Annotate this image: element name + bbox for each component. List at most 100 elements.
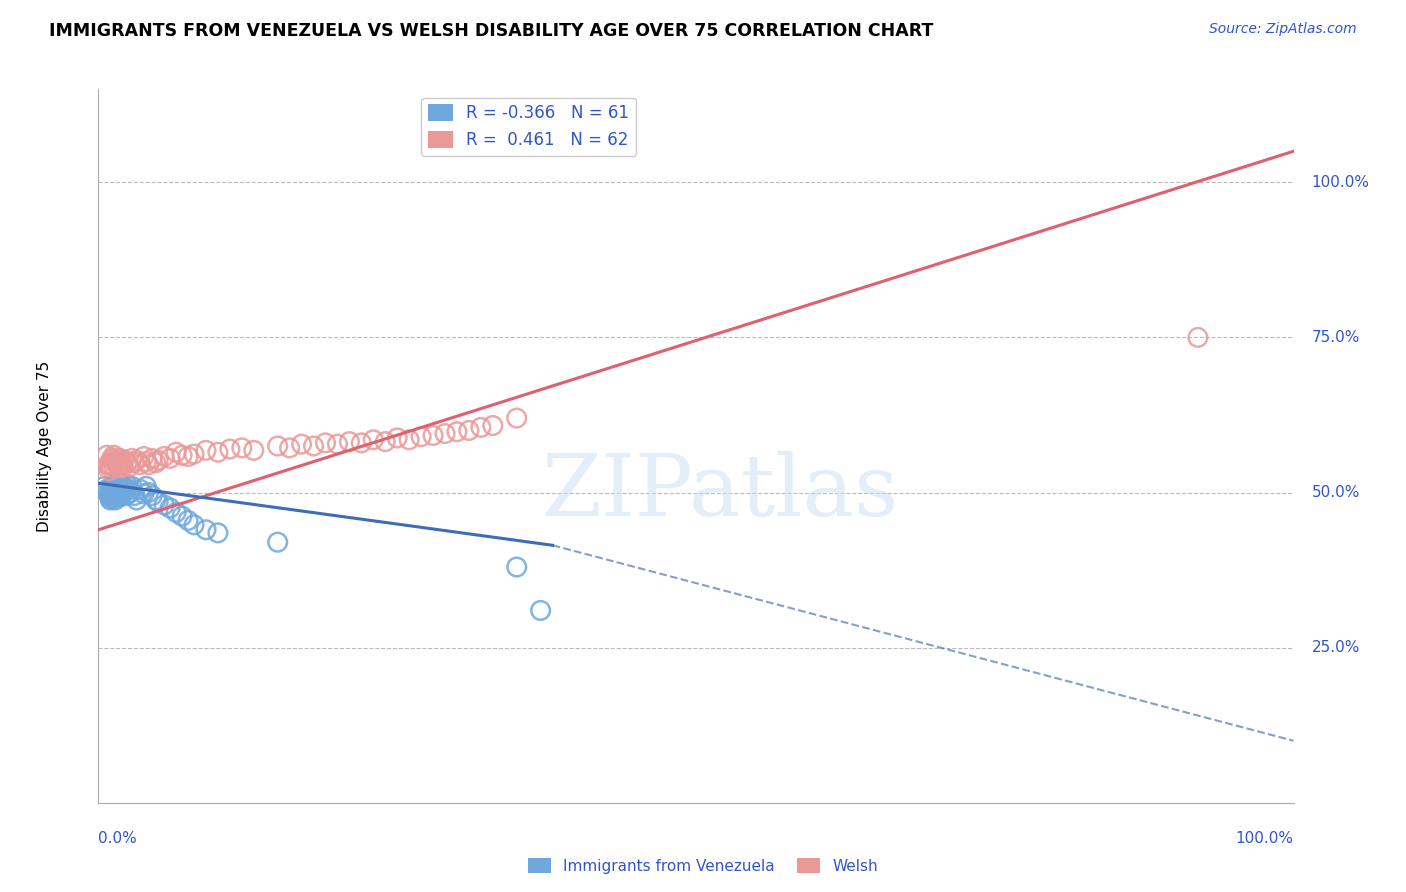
Point [111,460,134,475]
Point [138,458,160,472]
Point [141,451,163,466]
Point [107,460,129,475]
Point [100,451,122,466]
Point [529,603,551,617]
Point [115,489,138,503]
Point [124,456,146,470]
Point [111,483,134,497]
Text: Disability Age Over 75: Disability Age Over 75 [37,360,52,532]
Point [118,483,141,497]
Point [93,479,115,493]
Point [107,458,129,472]
Point [363,433,385,447]
Point [422,428,444,442]
Point [103,448,125,462]
Point [172,509,194,524]
Point [98,489,121,503]
Point [129,483,152,497]
Point [101,458,124,472]
Text: Source: ZipAtlas.com: Source: ZipAtlas.com [1209,22,1357,37]
Point [159,451,181,466]
Point [132,450,155,464]
Point [107,487,129,501]
Point [100,481,122,495]
Point [121,451,143,466]
Point [165,445,187,459]
Point [114,481,136,495]
Point [124,489,146,503]
Text: 100.0%: 100.0% [1236,831,1294,847]
Text: 75.0%: 75.0% [1312,330,1360,345]
Point [138,485,160,500]
Point [98,485,122,500]
Point [458,424,481,438]
Point [101,481,124,495]
Point [207,445,229,459]
Point [506,411,529,425]
Point [112,485,135,500]
Point [107,479,129,493]
Point [125,453,148,467]
Point [194,523,217,537]
Point [105,454,128,468]
Point [183,517,205,532]
Point [159,501,181,516]
Point [267,439,290,453]
Point [104,451,127,466]
Point [98,464,121,478]
Point [114,453,136,467]
Point [101,487,124,501]
Point [100,479,122,493]
Point [115,456,138,470]
Point [411,430,433,444]
Point [350,436,373,450]
Point [120,485,142,500]
Point [98,491,122,506]
Point [132,487,155,501]
Legend: Immigrants from Venezuela, Welsh: Immigrants from Venezuela, Welsh [522,852,884,880]
Point [194,443,217,458]
Point [278,441,301,455]
Point [374,434,396,449]
Point [243,443,266,458]
Point [145,493,167,508]
Point [121,479,143,493]
Legend: R = -0.366   N = 61, R =  0.461   N = 62: R = -0.366 N = 61, R = 0.461 N = 62 [422,97,636,155]
Point [111,458,134,472]
Point [101,454,124,468]
Point [145,456,167,470]
Point [326,437,349,451]
Point [105,489,128,503]
Point [153,450,176,464]
Point [315,436,337,450]
Point [207,525,229,540]
Point [107,483,129,497]
Point [481,418,505,433]
Point [177,513,200,527]
Point [446,425,468,439]
Point [125,493,148,508]
Point [110,476,132,491]
Point [148,453,170,467]
Point [96,483,118,497]
Point [105,483,128,497]
Point [148,495,170,509]
Point [302,439,325,453]
Point [117,487,139,501]
Point [98,460,122,475]
Point [98,483,122,497]
Point [101,478,124,492]
Point [103,487,125,501]
Text: ZIPatlas: ZIPatlas [541,451,898,534]
Point [267,535,290,549]
Point [183,447,205,461]
Point [108,484,131,499]
Text: 25.0%: 25.0% [1312,640,1360,655]
Point [100,484,122,499]
Point [104,491,127,505]
Point [118,459,141,474]
Point [337,434,360,449]
Point [177,450,200,464]
Point [110,456,132,470]
Point [108,451,131,466]
